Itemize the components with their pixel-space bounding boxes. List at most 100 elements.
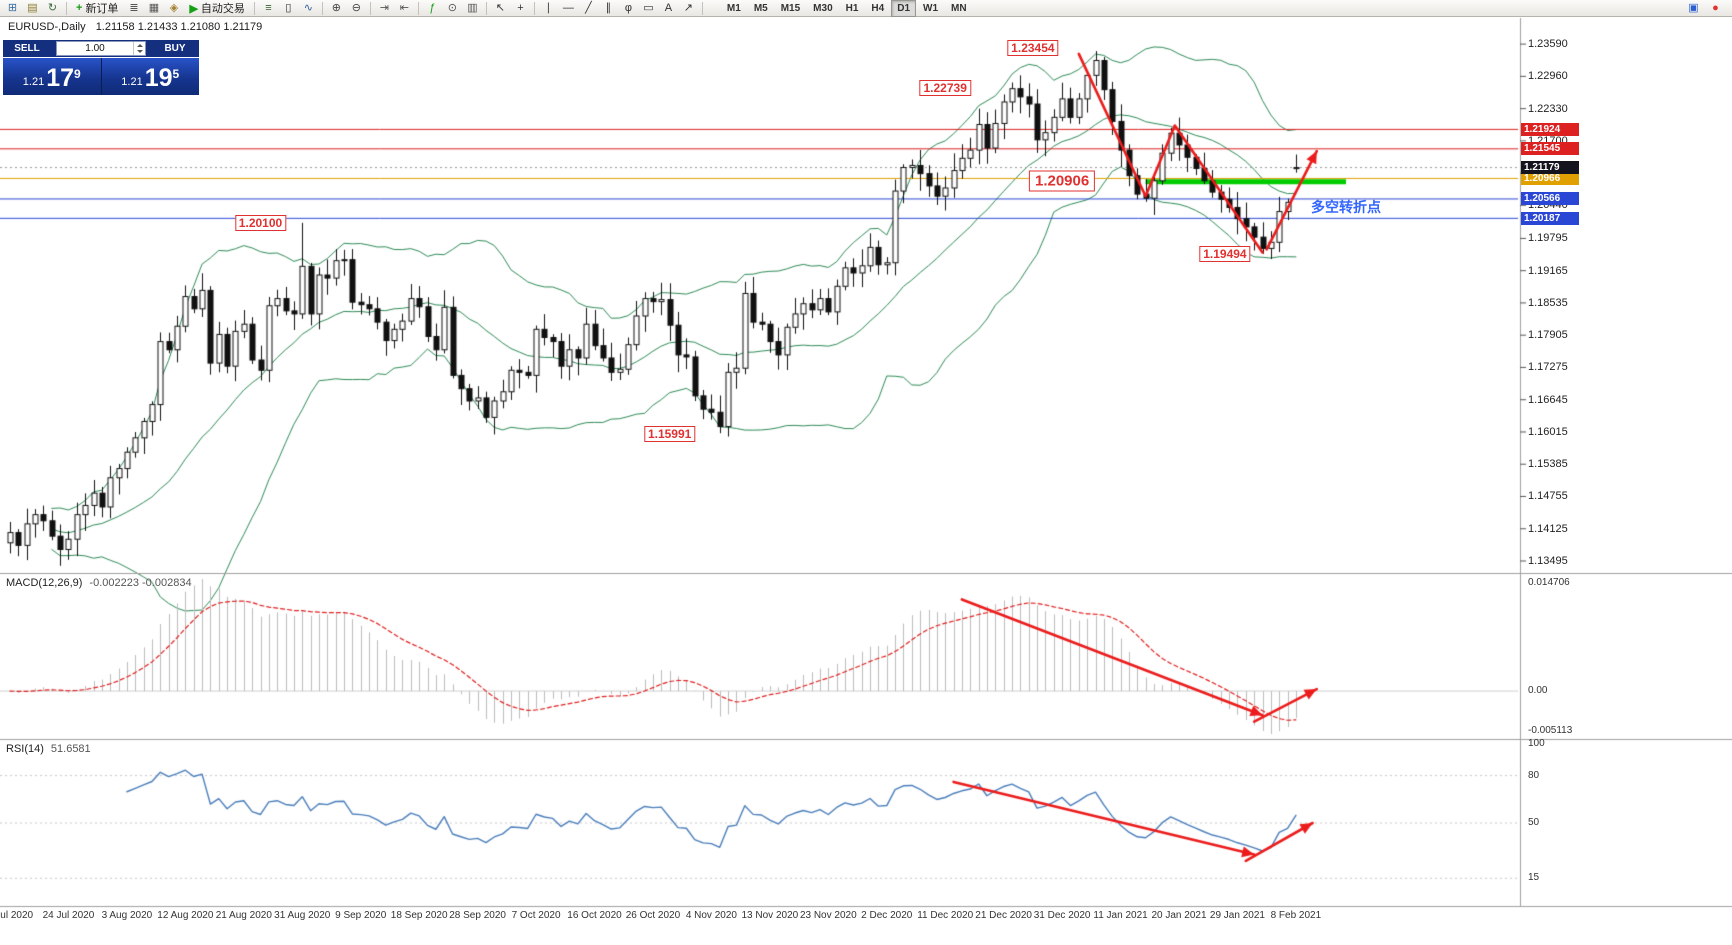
macd-scale-top: 0.014706: [1528, 577, 1570, 588]
buy-button[interactable]: 1.21 19 5: [101, 58, 199, 95]
symbol-period-label: EURUSD-,Daily: [8, 21, 86, 33]
spinner-up-icon[interactable]: [134, 42, 145, 49]
trendline-icon[interactable]: ╱: [585, 1, 592, 14]
toolbar-separator: [485, 1, 487, 15]
new-order-button[interactable]: + 新订单: [71, 1, 123, 16]
timeframe-d1[interactable]: D1: [891, 0, 917, 17]
toolbar-separator: [701, 1, 703, 15]
price-scale-tick: 1.19165: [1528, 264, 1568, 277]
profiles-icon[interactable]: ▤: [27, 1, 38, 14]
date-label: 8 Feb 2021: [1270, 910, 1322, 921]
auto-scroll-icon[interactable]: ⇥: [379, 1, 390, 14]
price-callout[interactable]: 1.20906: [1028, 170, 1096, 192]
volume-box[interactable]: 1.00: [56, 41, 146, 56]
price-scale-tick: 1.19795: [1528, 232, 1568, 245]
price-callout[interactable]: 1.15991: [643, 425, 696, 442]
price-scale-tick: 1.17905: [1528, 329, 1568, 342]
zoom-out-icon[interactable]: ⊖: [351, 1, 362, 14]
rsi-indicator-label: RSI(14) 51.6581: [6, 743, 91, 755]
price-callout[interactable]: 1.22739: [919, 79, 971, 96]
periods-icon[interactable]: ⊙: [447, 1, 458, 14]
date-label: 29 Jan 2021: [1209, 910, 1265, 921]
text-label-icon[interactable]: A: [664, 1, 673, 14]
date-label: 4 Nov 2020: [685, 910, 737, 921]
crosshair-icon[interactable]: +: [517, 1, 524, 14]
buy-price-big: 19: [144, 64, 173, 92]
macd-scale-bottom: -0.005113: [1528, 725, 1573, 736]
indicators-icon[interactable]: ƒ: [429, 1, 436, 14]
new-order-button-label: 新订单: [85, 3, 119, 15]
timeframe-h4[interactable]: H4: [871, 2, 885, 14]
volume-field: 1.00: [51, 40, 151, 57]
vertical-line-icon[interactable]: ∣: [545, 1, 552, 14]
spinner-down-icon[interactable]: [134, 49, 145, 56]
bull-bear-turning-point-note[interactable]: 多空转折点: [1311, 198, 1381, 215]
shapes-icon[interactable]: ▭: [643, 1, 654, 14]
timeframe-h1[interactable]: H1: [845, 2, 859, 14]
restore-chart-icon[interactable]: ▣: [1688, 1, 1699, 14]
toolbar: ⊞ ▤ ↻ + 新订单 ≣ ▦ ◈ ▶ 自动交易 ≡ ▯ ∿ ⊕ ⊖ ⇥ ⇤ ƒ ⊙ ▥ ↖ + ∣ ― ╱ ∥ φ ▭ A ↗ M1 M5 M…: [0, 0, 1732, 17]
timeframe-w1[interactable]: W1: [923, 2, 939, 14]
chart-shift-icon[interactable]: ⇤: [399, 1, 410, 14]
volume-input[interactable]: 1.00: [85, 43, 105, 54]
timeframe-m1[interactable]: M1: [726, 2, 741, 14]
date-label: 2 Dec 2020: [861, 910, 913, 921]
price-line-marker: 1.21924: [1521, 122, 1579, 136]
channel-icon[interactable]: ∥: [605, 1, 612, 14]
date-label: 28 Sep 2020: [449, 910, 506, 921]
toolbar-separator: [369, 1, 371, 15]
price-scale-tick: 1.18535: [1528, 296, 1568, 309]
data-window-icon[interactable]: ▦: [148, 1, 160, 14]
price-scale-tick: 1.14125: [1528, 522, 1568, 535]
toolbar-separator: [321, 1, 323, 15]
rsi-scale-level: 50: [1528, 817, 1540, 828]
autotrade-button[interactable]: ▶ 自动交易: [184, 1, 249, 16]
sell-button[interactable]: 1.21 17 9: [3, 58, 101, 95]
date-label: 24 Jul 2020: [42, 910, 95, 921]
sell-price-small: 1.21: [22, 76, 45, 88]
templates-icon[interactable]: ▥: [467, 1, 478, 14]
volume-spinner[interactable]: [133, 42, 145, 55]
bar-chart-icon[interactable]: ≡: [265, 1, 272, 14]
rsi-scale-level: 100: [1528, 738, 1545, 749]
price-scale-tick: 1.16015: [1528, 425, 1568, 438]
toolbar-separator: [66, 1, 67, 15]
macd-values: -0.002223 -0.002834: [89, 577, 192, 589]
close-chart-icon[interactable]: ●: [1712, 1, 1719, 14]
toolbar-right-icons: ▣ ●: [1684, 1, 1725, 16]
timeframe-m30[interactable]: M30: [813, 2, 833, 14]
price-line-marker: 1.21545: [1521, 142, 1579, 156]
timeframe-group: M1 M5 M15 M30 H1 H4 D1 W1 MN: [721, 0, 973, 17]
fibonacci-icon[interactable]: φ: [624, 1, 632, 14]
line-chart-icon[interactable]: ∿: [303, 1, 314, 14]
autotrade-button-label: 自动交易: [200, 3, 245, 15]
candlestick-chart-icon[interactable]: ▯: [285, 1, 292, 14]
sell-label: SELL: [14, 43, 40, 54]
price-callout[interactable]: 1.20100: [234, 214, 287, 231]
date-label: 7 Oct 2020: [511, 910, 561, 921]
current-price-marker: 1.21179: [1521, 161, 1579, 175]
price-callout[interactable]: 1.19494: [1199, 245, 1251, 262]
refresh-icon[interactable]: ↻: [47, 1, 58, 14]
horizontal-line-icon[interactable]: ―: [562, 1, 574, 14]
date-label: 13 Nov 2020: [741, 910, 799, 921]
rsi-name: RSI(14): [6, 743, 44, 755]
arrow-object-icon[interactable]: ↗: [683, 1, 694, 14]
new-chart-icon[interactable]: ⊞: [7, 1, 18, 14]
navigator-icon[interactable]: ◈: [169, 1, 179, 14]
one-click-top-row: SELL 1.00 BUY: [3, 40, 199, 57]
date-label: 16 Oct 2020: [567, 910, 622, 921]
price-scale-tick: 1.15385: [1528, 458, 1568, 471]
date-label: 5 Jul 2020: [0, 910, 34, 921]
timeframe-m15[interactable]: M15: [780, 2, 801, 14]
zoom-in-icon[interactable]: ⊕: [331, 1, 342, 14]
timeframe-mn[interactable]: MN: [951, 2, 967, 14]
price-callout[interactable]: 1.23454: [1007, 39, 1059, 56]
market-watch-icon[interactable]: ≣: [129, 1, 139, 14]
cursor-icon[interactable]: ↖: [495, 1, 506, 14]
macd-scale-zero: 0.00: [1528, 685, 1548, 697]
timeframe-m5[interactable]: M5: [753, 2, 768, 14]
price-scale-tick: 1.13495: [1528, 554, 1568, 567]
